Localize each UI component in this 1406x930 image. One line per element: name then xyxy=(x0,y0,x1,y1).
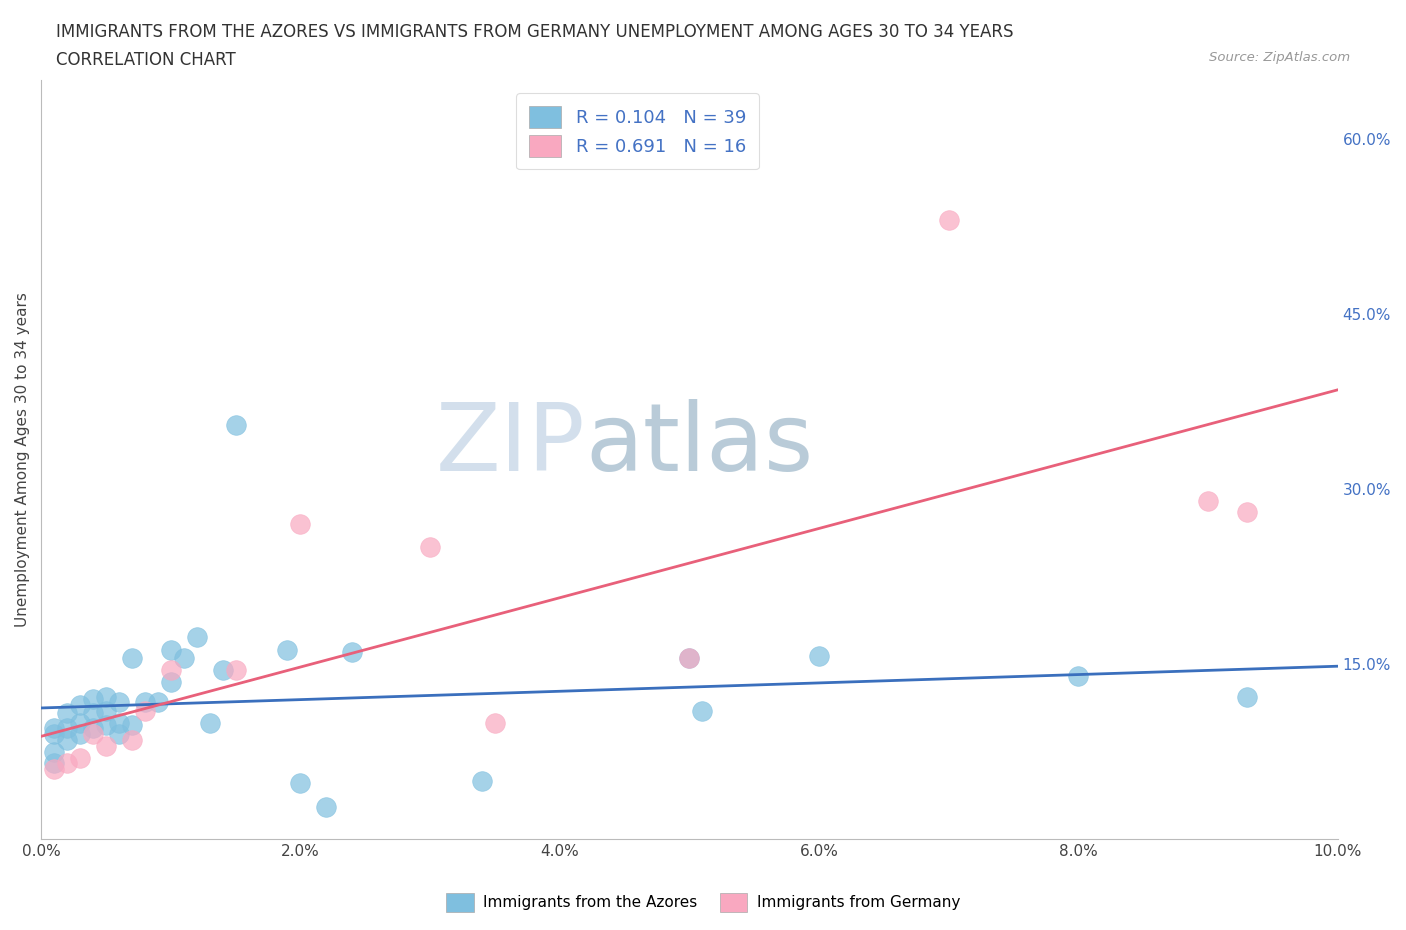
Point xyxy=(82,721,104,736)
Point xyxy=(56,756,79,771)
Point xyxy=(225,662,247,677)
Point xyxy=(42,726,65,741)
Point xyxy=(1197,493,1219,508)
Point xyxy=(56,706,79,721)
Point xyxy=(108,715,131,730)
Point xyxy=(69,698,91,712)
Point xyxy=(94,689,117,704)
Point xyxy=(315,799,337,814)
Point xyxy=(121,733,143,748)
Point xyxy=(159,662,181,677)
Point xyxy=(121,651,143,666)
Text: IMMIGRANTS FROM THE AZORES VS IMMIGRANTS FROM GERMANY UNEMPLOYMENT AMONG AGES 30: IMMIGRANTS FROM THE AZORES VS IMMIGRANTS… xyxy=(56,23,1014,41)
Point xyxy=(121,717,143,732)
Point xyxy=(276,643,298,658)
Point xyxy=(134,703,156,718)
Point xyxy=(82,726,104,741)
Point xyxy=(94,717,117,732)
Point xyxy=(808,648,831,663)
Point xyxy=(82,692,104,707)
Point xyxy=(134,694,156,709)
Point xyxy=(1236,689,1258,704)
Point xyxy=(1067,669,1090,684)
Point xyxy=(108,694,131,709)
Text: Source: ZipAtlas.com: Source: ZipAtlas.com xyxy=(1209,51,1350,64)
Point xyxy=(42,756,65,771)
Point xyxy=(342,645,364,660)
Legend: Immigrants from the Azores, Immigrants from Germany: Immigrants from the Azores, Immigrants f… xyxy=(440,887,966,918)
Point xyxy=(419,540,441,555)
Point xyxy=(42,762,65,777)
Point xyxy=(290,776,312,790)
Legend: R = 0.104   N = 39, R = 0.691   N = 16: R = 0.104 N = 39, R = 0.691 N = 16 xyxy=(516,93,759,169)
Point xyxy=(938,213,960,228)
Text: CORRELATION CHART: CORRELATION CHART xyxy=(56,51,236,69)
Point xyxy=(678,651,700,666)
Point xyxy=(69,726,91,741)
Point xyxy=(692,703,714,718)
Point xyxy=(94,738,117,753)
Point xyxy=(146,694,169,709)
Y-axis label: Unemployment Among Ages 30 to 34 years: Unemployment Among Ages 30 to 34 years xyxy=(15,292,30,627)
Point xyxy=(82,706,104,721)
Point xyxy=(56,733,79,748)
Point xyxy=(42,744,65,759)
Point xyxy=(108,726,131,741)
Point xyxy=(471,774,494,789)
Point xyxy=(159,674,181,689)
Point xyxy=(173,651,195,666)
Point xyxy=(69,751,91,765)
Point xyxy=(69,715,91,730)
Text: ZIP: ZIP xyxy=(436,399,586,490)
Point xyxy=(94,703,117,718)
Point xyxy=(198,715,221,730)
Point xyxy=(1236,505,1258,520)
Point xyxy=(56,721,79,736)
Point xyxy=(159,643,181,658)
Point xyxy=(211,662,233,677)
Point xyxy=(225,418,247,432)
Text: atlas: atlas xyxy=(586,399,814,490)
Point xyxy=(678,651,700,666)
Point xyxy=(290,516,312,531)
Point xyxy=(484,715,506,730)
Point xyxy=(186,630,208,644)
Point xyxy=(42,721,65,736)
